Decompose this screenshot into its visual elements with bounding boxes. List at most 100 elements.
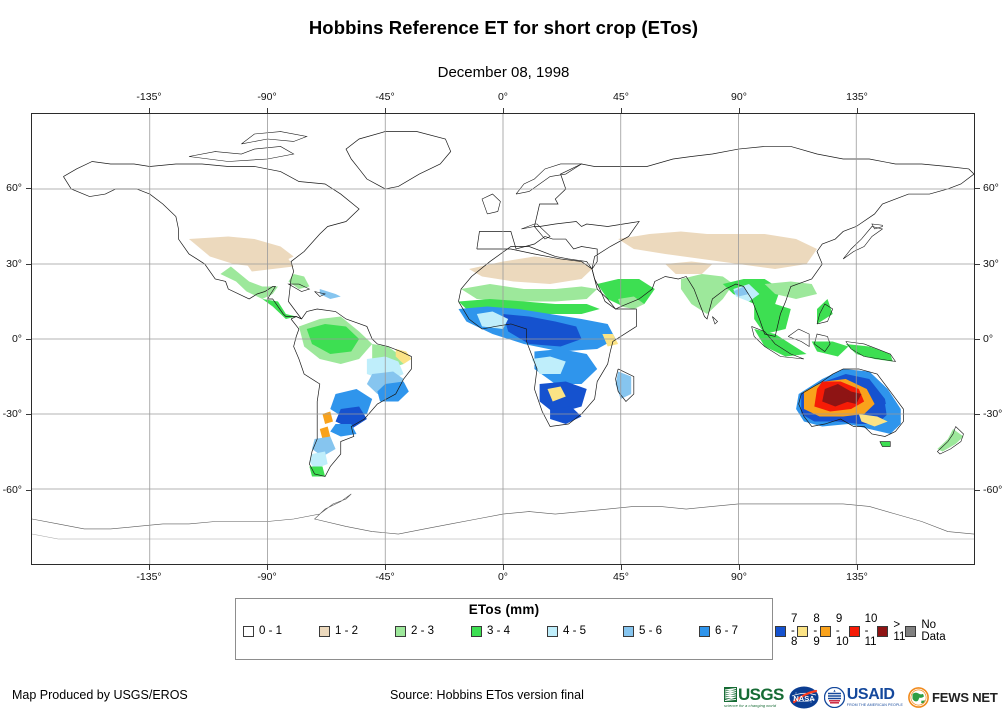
legend-entry: 4 - 5 [547, 623, 623, 640]
lon-axis-label: -135° [136, 91, 162, 103]
lon-axis-label: 0° [497, 91, 509, 103]
legend-label: 3 - 4 [487, 624, 511, 637]
world-map-raster [32, 114, 974, 564]
lat-axis-label: 0° [983, 333, 994, 345]
lat-axis-label: -30° [2, 408, 22, 421]
map-canvas[interactable] [31, 113, 975, 565]
lon-tick [149, 108, 150, 113]
legend-label: 10 - 11 [864, 613, 878, 649]
lon-axis-label: 135° [846, 91, 868, 103]
legend-entry: 9 - 10 [819, 614, 849, 648]
lat-axis-label: 0° [11, 333, 22, 345]
legend-swatch [905, 626, 917, 637]
fews-globe-icon [908, 686, 929, 708]
lon-tick [857, 108, 858, 113]
graticule-layer [32, 114, 974, 564]
legend-swatch [395, 626, 406, 637]
legend-panel: ETos (mm) 0 - 1 1 - 2 2 - 3 3 - 4 4 - 5 5 - 6… [235, 598, 946, 660]
legend-swatch [547, 626, 558, 637]
lon-tick [503, 565, 504, 570]
lon-tick [267, 108, 268, 113]
legend-swatch [775, 626, 786, 637]
legend-swatch [819, 626, 831, 637]
legend-swatch [623, 626, 634, 637]
lat-tick [26, 339, 31, 340]
legend-title: ETos (mm) [468, 602, 540, 617]
lon-tick [857, 565, 858, 570]
lon-axis-label: 0° [497, 571, 509, 583]
legend-label: 4 - 5 [563, 624, 587, 637]
legend-entry: 1 - 2 [319, 623, 395, 640]
legend-label: 9 - 10 [835, 613, 849, 649]
legend-label: 2 - 3 [411, 624, 435, 637]
lon-axis-label: -90° [257, 91, 277, 103]
lat-axis-label: 60° [6, 182, 22, 195]
lon-axis-label: 135° [846, 571, 868, 583]
legend-swatch [699, 626, 710, 637]
lon-tick [739, 108, 740, 113]
legend-entry: 7 - 8 [775, 614, 797, 648]
lat-tick [26, 489, 31, 491]
lat-tick [26, 263, 31, 265]
lon-axis-label: 90° [731, 91, 747, 103]
legend-entry: 5 - 6 [623, 623, 699, 640]
usgs-logo: USGS science for a changing world [724, 686, 784, 708]
lon-axis-label: -90° [257, 571, 277, 583]
legend-label: 6 - 7 [715, 624, 739, 637]
lon-axis-label: -45° [375, 571, 395, 583]
lon-tick [621, 108, 622, 113]
lon-tick [385, 108, 386, 113]
legend-label: > 11 [893, 619, 906, 643]
legend-entry: 10 - 11 [848, 614, 877, 648]
legend-label: No Data [921, 619, 946, 643]
lon-tick [503, 108, 504, 113]
legend-entry: 6 - 7 [699, 623, 775, 640]
usgs-wordmark: USGS [738, 685, 784, 705]
coastline-layer [32, 131, 974, 540]
agency-logos: USGS science for a changing world NASA U… [724, 682, 998, 712]
legend-entry: 0 - 1 [243, 623, 319, 640]
lon-tick [621, 565, 622, 570]
lat-tick [975, 489, 980, 491]
page-title: Hobbins Reference ET for short crop (ETo… [308, 17, 699, 38]
footer-source: Source: Hobbins ETos version final [390, 688, 584, 702]
lat-axis-label: 30° [6, 257, 22, 270]
legend-swatch [797, 626, 809, 637]
fews-net-wordmark: FEWS NET [932, 689, 998, 705]
lon-axis-label: 90° [731, 571, 747, 583]
lat-tick [975, 414, 980, 416]
page-subtitle: December 08, 1998 [437, 64, 570, 81]
legend-entries: 0 - 1 1 - 2 2 - 3 3 - 4 4 - 5 5 - 6 6 - 7 7 - 8… [243, 614, 946, 648]
legend-entry: 2 - 3 [395, 623, 471, 640]
usaid-tagline: FROM THE AMERICAN PEOPLE [846, 702, 904, 707]
usaid-wordmark: USAID [846, 685, 895, 703]
lat-axis-label: -60° [983, 483, 1003, 496]
lat-axis-label: 60° [983, 182, 999, 195]
lat-tick [26, 188, 31, 190]
svg-text:NASA: NASA [793, 694, 815, 703]
legend-entry: > 11 [877, 619, 906, 643]
legend-swatch [471, 626, 482, 637]
lon-tick [149, 565, 150, 570]
legend-label: 1 - 2 [335, 624, 359, 637]
lat-axis-label: -60° [2, 483, 22, 496]
lat-tick [26, 414, 31, 416]
legend-entry: 8 - 9 [797, 614, 820, 648]
legend-swatch [848, 626, 860, 637]
lon-axis-label: 45° [613, 91, 629, 103]
lon-axis-label: 45° [613, 571, 629, 583]
legend-entry: 3 - 4 [471, 623, 547, 640]
legend-swatch [319, 626, 330, 637]
legend-swatch [877, 626, 889, 637]
lat-axis-label: 30° [983, 257, 999, 270]
footer-produced-by: Map Produced by USGS/EROS [12, 688, 188, 702]
etos-raster-layer [63, 159, 964, 477]
legend-label: 5 - 6 [639, 624, 663, 637]
fews-net-logo: FEWS NET [908, 686, 998, 708]
lon-tick [267, 565, 268, 570]
lat-tick [975, 263, 980, 265]
lat-axis-label: -30° [983, 408, 1003, 421]
lon-tick [739, 565, 740, 570]
usgs-mark-icon [724, 687, 737, 703]
usaid-logo: USAID FROM THE AMERICAN PEOPLE [823, 685, 904, 708]
